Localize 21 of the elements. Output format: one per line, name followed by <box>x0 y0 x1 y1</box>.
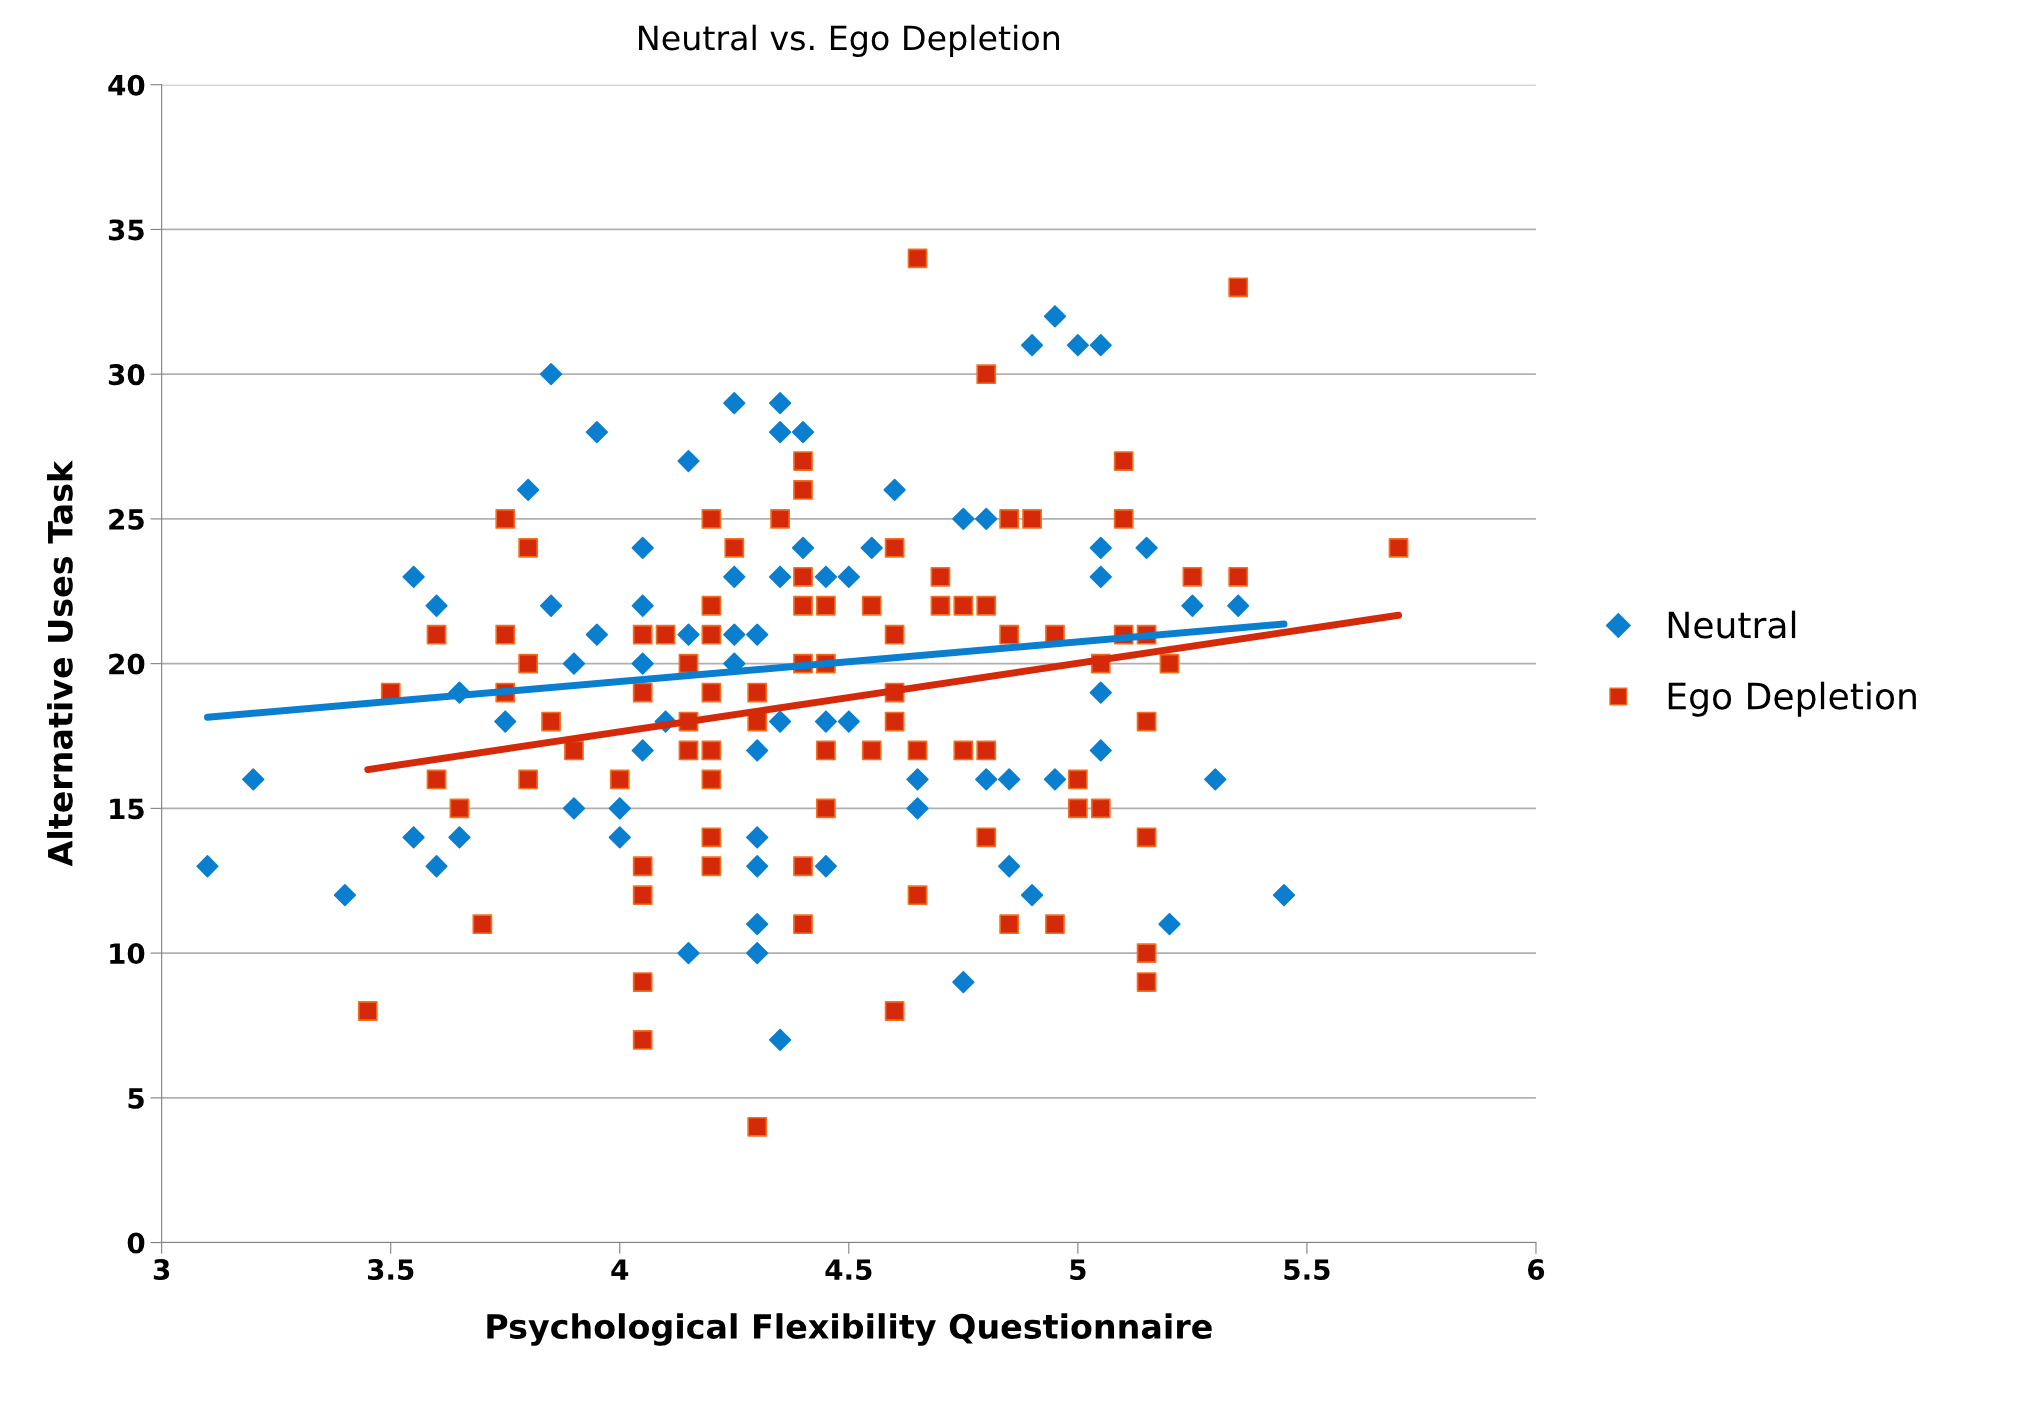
y-tick-label: 0 <box>127 1232 145 1254</box>
y-tick-label: 20 <box>109 653 145 675</box>
y-tick-label: 15 <box>110 798 144 820</box>
y-tick-label: 35 <box>108 219 144 241</box>
y-tick-label: 40 <box>108 74 145 96</box>
legend-label: Ego Depletion <box>1668 681 1916 717</box>
x-tick-label: 4 <box>611 1259 629 1280</box>
x-tick-label: 5.5 <box>1284 1259 1330 1281</box>
x-tick-label: 5 <box>1070 1259 1086 1281</box>
x-tick-label: 3 <box>153 1259 170 1281</box>
y-tick-label: 10 <box>110 943 145 965</box>
y-tick-label: 25 <box>109 508 144 530</box>
x-tick-label: 4.5 <box>825 1259 872 1281</box>
x-tick-label: 6 <box>1528 1259 1545 1281</box>
chart-title: Neutral vs. Ego Depletion <box>639 24 1060 57</box>
legend-label: Neutral <box>1668 610 1796 639</box>
x-axis-title: Psychological Flexibility Questionnaire <box>487 1313 1212 1346</box>
x-tick-label: 3.5 <box>367 1259 414 1281</box>
y-axis-title: Alternative Uses Task <box>47 460 73 867</box>
y-tick-label: 30 <box>108 364 145 386</box>
y-tick-label: 5 <box>128 1088 144 1109</box>
